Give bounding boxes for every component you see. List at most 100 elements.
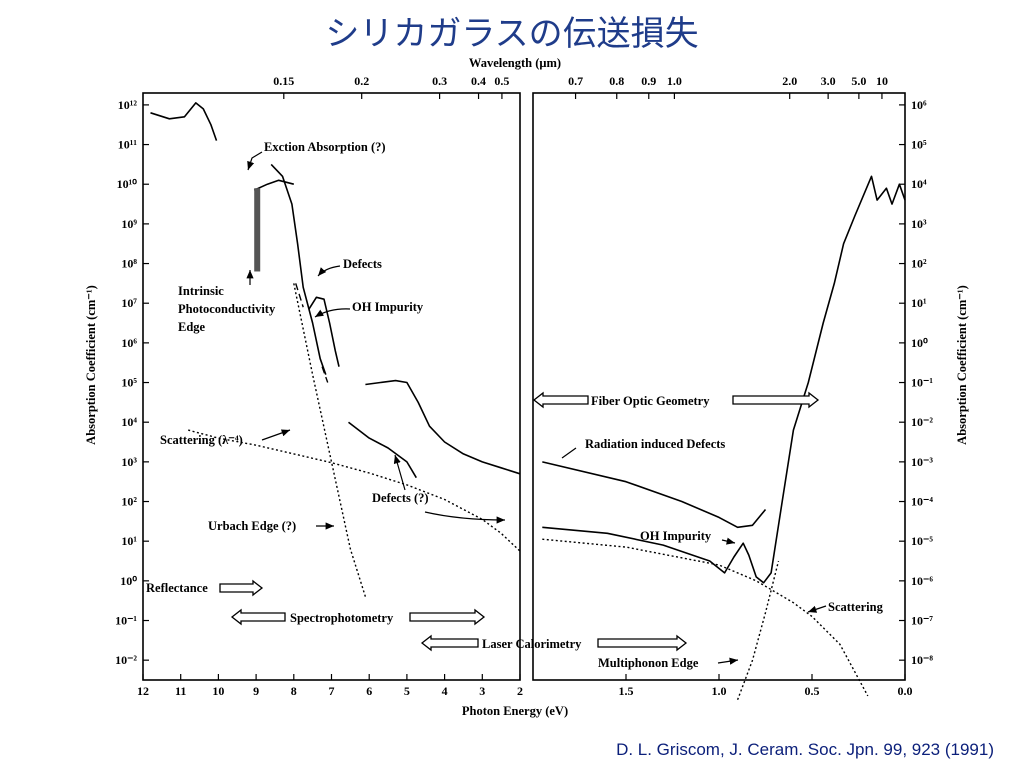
laser-calorimetry-arrow-right bbox=[597, 634, 688, 652]
top-x-tick-label: 0.3 bbox=[432, 74, 447, 88]
annotation-pointers bbox=[246, 151, 827, 665]
series-line bbox=[736, 560, 780, 701]
photoconductivity-band bbox=[254, 188, 261, 272]
bottom-x-tick-label: 11 bbox=[175, 684, 186, 698]
series-line bbox=[542, 538, 869, 697]
top-x-tick-label: 0.7 bbox=[568, 74, 583, 88]
bottom-x-tick-label: 2 bbox=[517, 684, 523, 698]
right-y-tick-label: 10⁻⁸ bbox=[911, 653, 933, 667]
curves bbox=[150, 102, 906, 701]
right-y-tick-label: 10⁰ bbox=[911, 336, 928, 350]
bottom-x-tick-label: 1.5 bbox=[619, 684, 634, 698]
right-y-tick-label: 10² bbox=[911, 257, 927, 271]
bottom-x-tick-label: 3 bbox=[479, 684, 485, 698]
spectrophotometry-arrow-right bbox=[409, 608, 486, 626]
top-x-tick-label: 0.8 bbox=[609, 74, 624, 88]
bottom-x-tick-label: 10 bbox=[212, 684, 224, 698]
annotation-oh-impurity-left: OH Impurity bbox=[352, 300, 424, 314]
right-y-tick-label: 10⁴ bbox=[911, 177, 927, 191]
top-x-tick-label: 5.0 bbox=[851, 74, 866, 88]
right-y-tick-label: 10⁻⁵ bbox=[911, 534, 933, 548]
left-y-tick-label: 10¹¹ bbox=[118, 138, 138, 152]
bottom-x-tick-label: 0.5 bbox=[805, 684, 820, 698]
left-y-tick-label: 10¹⁰ bbox=[117, 177, 138, 191]
right-y-tick-label: 10⁵ bbox=[911, 138, 927, 152]
top-axis-label: Wavelength (μm) bbox=[469, 56, 561, 70]
annotation-spectrophotometry: Spectrophotometry bbox=[290, 611, 394, 625]
left-y-tick-label: 10⁵ bbox=[121, 376, 137, 390]
top-x-tick-label: 0.2 bbox=[354, 74, 369, 88]
series-line bbox=[542, 461, 767, 529]
bottom-x-tick-label: 1.0 bbox=[712, 684, 727, 698]
right-y-tick-label: 10⁻⁷ bbox=[911, 614, 933, 628]
top-x-tick-label: 2.0 bbox=[782, 74, 797, 88]
annotation-exction-absorption: Exction Absorption (?) bbox=[264, 140, 386, 154]
left-y-tick-label: 10¹ bbox=[121, 534, 137, 548]
range-arrows bbox=[219, 391, 820, 652]
left-y-tick-label: 10³ bbox=[121, 455, 137, 469]
series-line bbox=[542, 175, 906, 584]
left-y-tick-label: 10⁷ bbox=[121, 296, 137, 310]
series-line bbox=[321, 366, 329, 383]
annotation-urbach-edge: Urbach Edge (?) bbox=[208, 519, 296, 533]
left-y-tick-label: 10⁰ bbox=[120, 574, 137, 588]
reflectance-arrow bbox=[219, 579, 264, 597]
left-y-tick-label: 10⁹ bbox=[121, 217, 137, 231]
series-line bbox=[293, 283, 367, 597]
annotation-laser-calorimetry: Laser Calorimetry bbox=[482, 637, 582, 651]
right-y-tick-label: 10⁻⁶ bbox=[911, 574, 933, 588]
annotation-multiphonon-edge: Multiphonon Edge bbox=[598, 656, 699, 670]
laser-calorimetry-arrow-left bbox=[420, 634, 479, 652]
top-x-tick-label: 0.15 bbox=[273, 74, 294, 88]
annotation-radiation-defects: Radiation induced Defects bbox=[585, 437, 725, 451]
series-line bbox=[295, 283, 304, 308]
right-y-tick-label: 10⁻² bbox=[911, 415, 933, 429]
series-line bbox=[365, 379, 521, 475]
annotation-defects-q: Defects (?) bbox=[372, 491, 429, 505]
bottom-x-tick-label: 9 bbox=[253, 684, 259, 698]
fiber-optic-arrow-left bbox=[532, 391, 589, 409]
annotation-intrinsic: Intrinsic bbox=[178, 284, 224, 298]
bottom-x-tick-label: 5 bbox=[404, 684, 410, 698]
bottom-x-tick-label: 0.0 bbox=[898, 684, 913, 698]
right-y-tick-label: 10⁻³ bbox=[911, 455, 933, 469]
spectrophotometry-arrow-left bbox=[230, 608, 286, 626]
left-y-tick-label: 10⁸ bbox=[121, 257, 137, 271]
right-y-tick-label: 10⁶ bbox=[911, 98, 927, 112]
annotation-scattering: Scattering bbox=[828, 600, 884, 614]
left-y-tick-label: 10² bbox=[121, 495, 137, 509]
series-line bbox=[253, 179, 295, 191]
series-line bbox=[308, 296, 340, 367]
top-x-tick-label: 1.0 bbox=[667, 74, 682, 88]
top-x-tick-label: 3.0 bbox=[821, 74, 836, 88]
series-line bbox=[270, 163, 327, 375]
right-y-tick-label: 10¹ bbox=[911, 296, 927, 310]
left-y-tick-label: 10⁻² bbox=[115, 653, 137, 667]
left-y-tick-label: 10⁻¹ bbox=[115, 614, 137, 628]
x-axis-label: Photon Energy (eV) bbox=[462, 704, 568, 718]
annotation-defects: Defects bbox=[343, 257, 382, 271]
bottom-x-tick-label: 6 bbox=[366, 684, 372, 698]
bottom-x-tick-label: 4 bbox=[442, 684, 448, 698]
annotation-oh-impurity-right: OH Impurity bbox=[640, 529, 712, 543]
right-panel-frame bbox=[532, 92, 906, 681]
series-line bbox=[150, 102, 218, 141]
annotation-scattering-lambda: Scattering (λ⁻⁴) bbox=[160, 433, 243, 447]
left-y-tick-label: 10⁶ bbox=[121, 336, 137, 350]
axis-ticks: 10¹² 10¹¹ 10¹⁰ 10⁹ 10⁸ 10⁷ 10⁶ 10⁵ 10⁴ 10³ 10² 10¹ 1… bbox=[115, 74, 933, 698]
series-line bbox=[188, 429, 521, 552]
left-y-axis-label: Absorption Coefficient (cm⁻¹) bbox=[84, 285, 98, 445]
fiber-optic-arrow-right bbox=[732, 391, 820, 409]
right-y-tick-label: 10⁻¹ bbox=[911, 376, 933, 390]
annotation-edge: Edge bbox=[178, 320, 206, 334]
bottom-x-tick-label: 7 bbox=[329, 684, 335, 698]
top-x-tick-label: 0.5 bbox=[494, 74, 509, 88]
citation: D. L. Griscom, J. Ceram. Soc. Jpn. 99, 9… bbox=[616, 740, 994, 759]
top-x-tick-label: 0.4 bbox=[471, 74, 486, 88]
left-y-tick-label: 10¹² bbox=[118, 98, 138, 112]
bottom-x-tick-label: 12 bbox=[137, 684, 149, 698]
annotation-photoconductivity: Photoconductivity bbox=[178, 302, 276, 316]
right-y-tick-label: 10⁻⁴ bbox=[911, 495, 933, 509]
annotation-reflectance: Reflectance bbox=[146, 581, 208, 595]
